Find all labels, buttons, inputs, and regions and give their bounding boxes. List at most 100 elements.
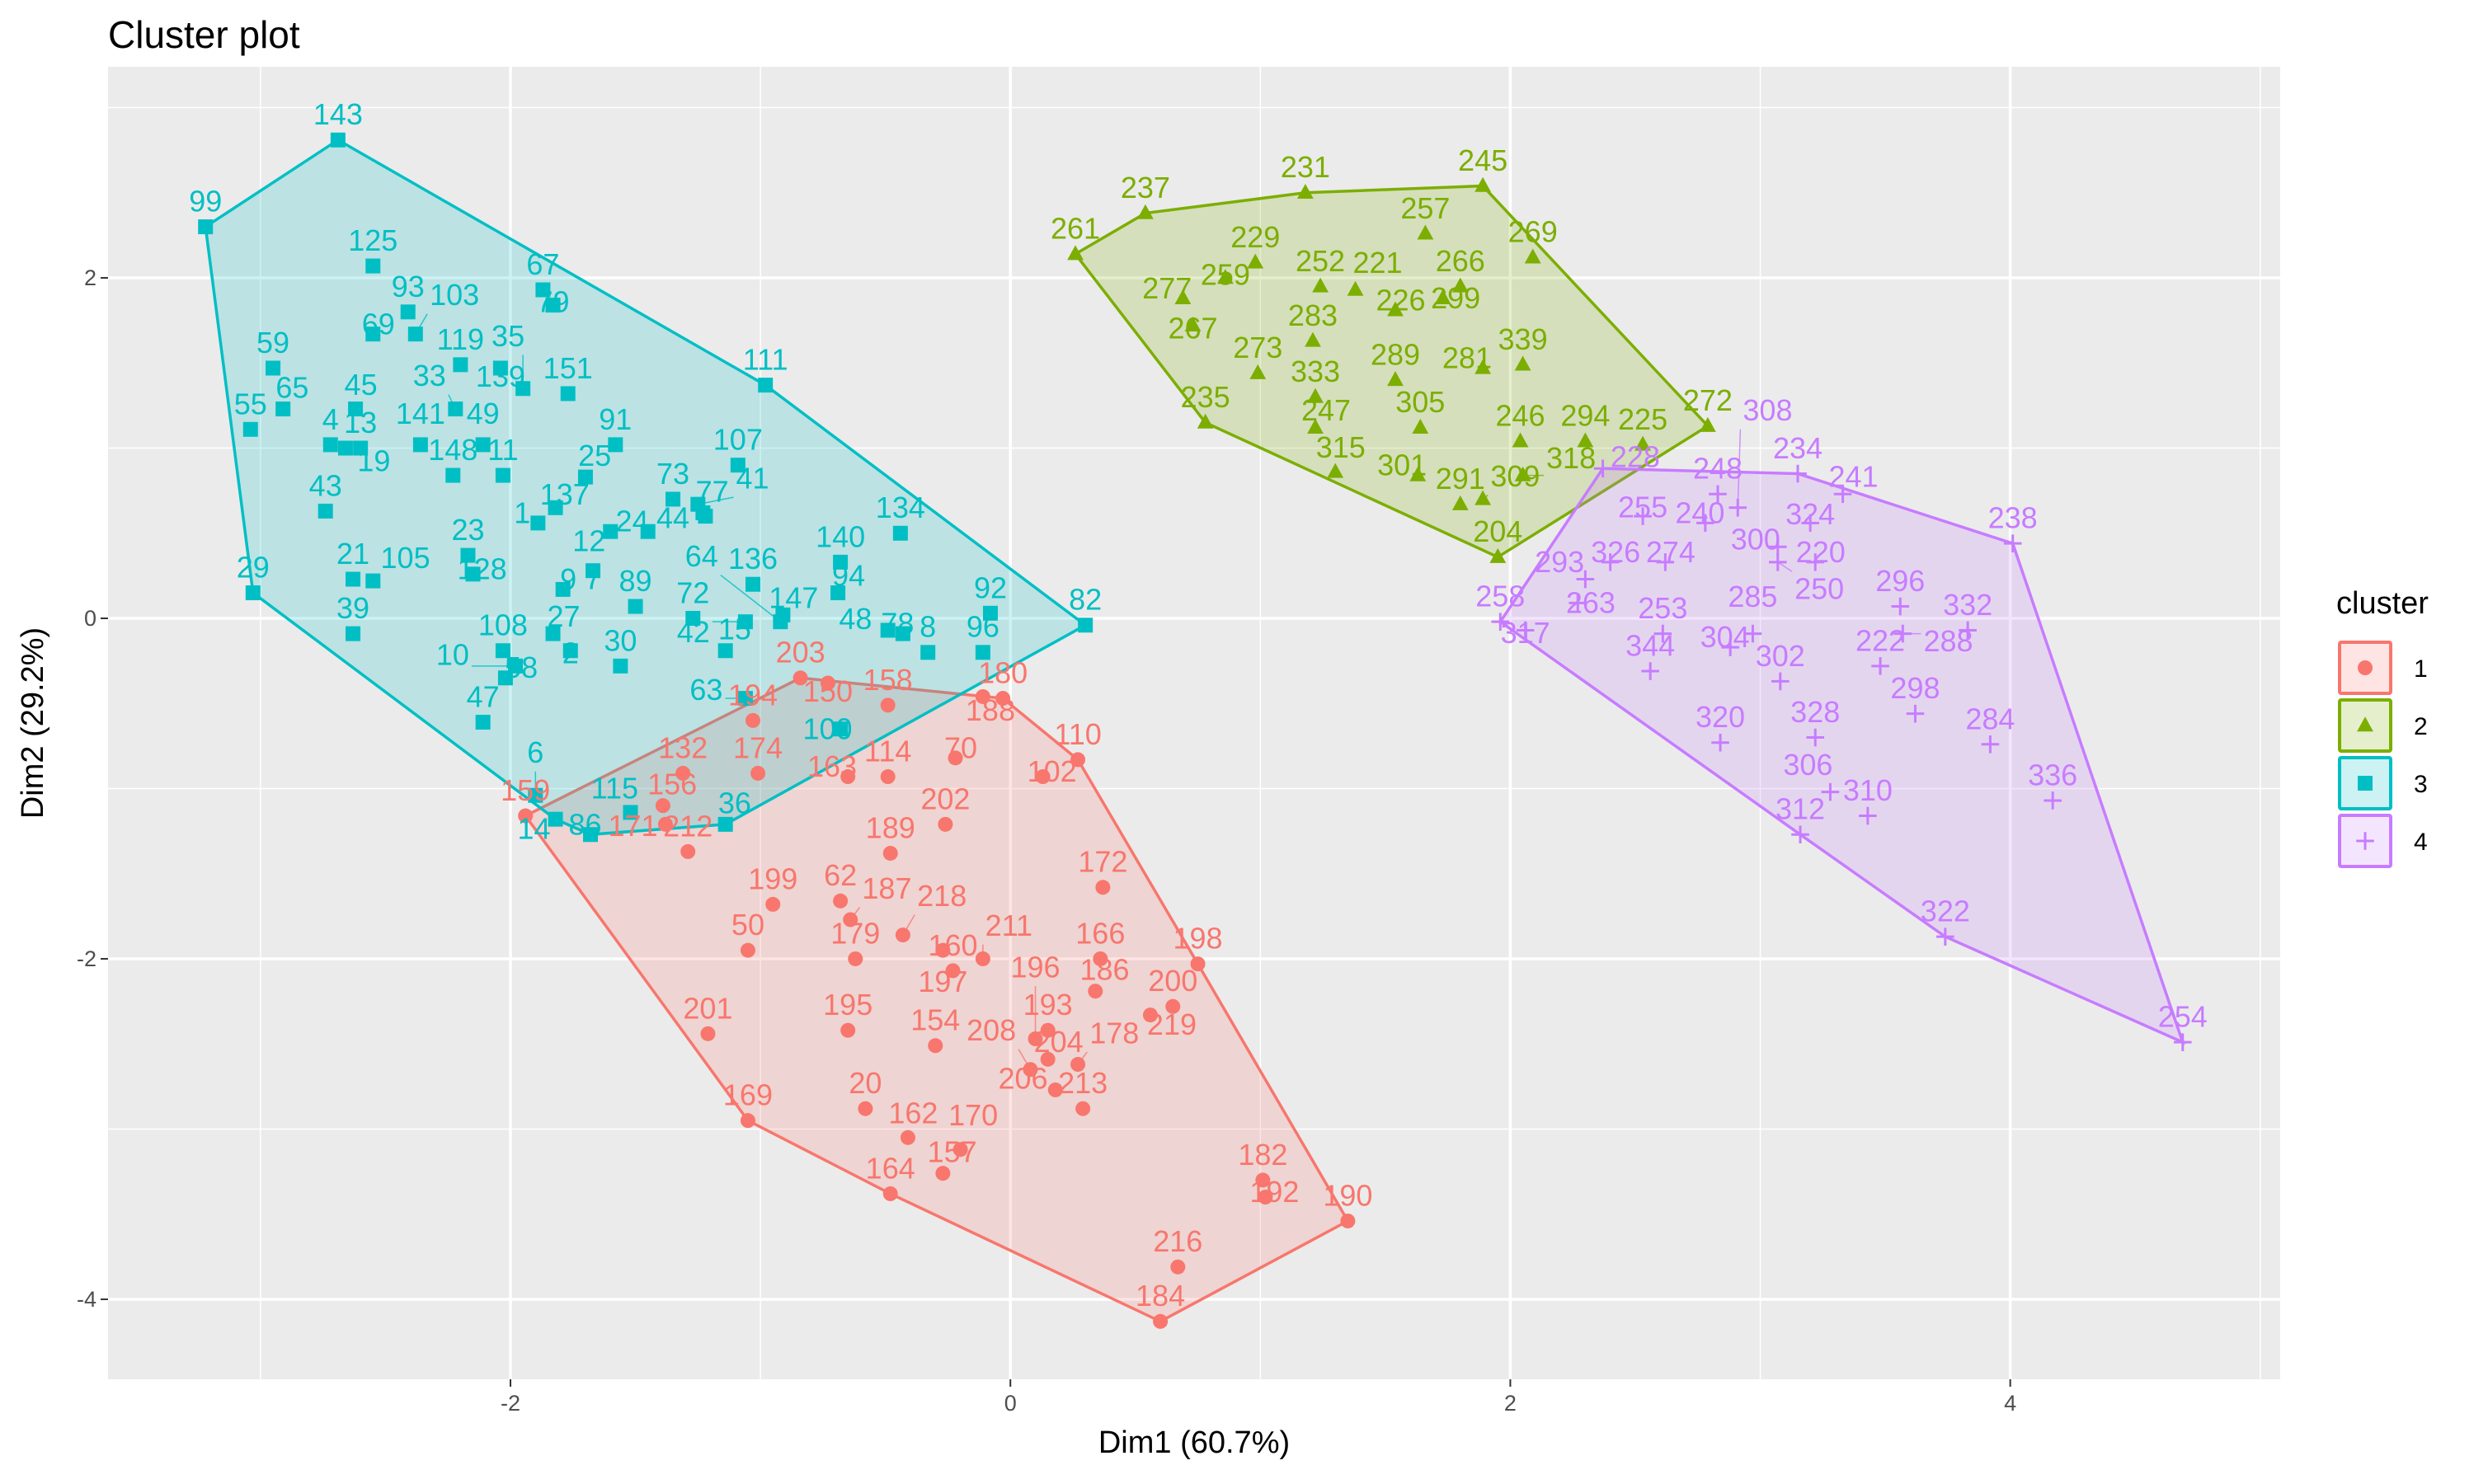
point-label: 2: [562, 636, 579, 670]
point-label: 336: [2028, 758, 2077, 791]
point-label: 298: [1890, 671, 1940, 705]
axis-ticks: -2 0 2 4-4-202: [77, 265, 2016, 1416]
cluster-3-point: [535, 282, 551, 298]
point-label: 20: [849, 1066, 882, 1100]
point-label: 92: [974, 571, 1007, 604]
cluster-4-point: [1906, 704, 1925, 723]
point-label: 172: [1078, 845, 1127, 879]
y-axis-title: Dim2 (29.2%): [16, 627, 50, 819]
cluster-4-point: [1641, 662, 1659, 680]
cluster-1-point: [655, 798, 670, 814]
cluster-3-point: [275, 402, 291, 417]
cluster-3-point: [365, 258, 381, 274]
cluster-2-point: [1249, 364, 1267, 379]
x-tick-label: 4: [2004, 1391, 2016, 1416]
point-label: 245: [1458, 143, 1507, 177]
point-label: 150: [803, 674, 853, 708]
cluster-4-point: [1601, 553, 1620, 571]
cluster-2-point: [1524, 248, 1541, 264]
cluster-4-point: [1806, 728, 1825, 747]
cluster-4-point: [1656, 553, 1675, 571]
point-label: 143: [313, 97, 363, 131]
point-label: 134: [876, 491, 925, 524]
point-label: 248: [1693, 452, 1743, 486]
cluster-4-point: [1891, 597, 1910, 616]
point-label: 266: [1436, 244, 1485, 278]
cluster-3-point: [717, 643, 733, 659]
point-label: 119: [437, 322, 484, 356]
point-label: 263: [1566, 586, 1616, 620]
cluster-4-point: [1576, 570, 1595, 589]
point-label: 137: [540, 477, 590, 511]
point-label: 107: [713, 423, 763, 457]
cluster-3-point: [508, 658, 524, 674]
cluster-4-point: [1634, 507, 1652, 525]
cluster-2-point: [1174, 289, 1192, 305]
label-leader-line: [1737, 429, 1742, 508]
cluster-3-point: [690, 496, 706, 512]
cluster-hulls: [204, 138, 2185, 1323]
point-label: 12: [572, 524, 605, 557]
point-label: 339: [1498, 322, 1548, 356]
legend-triangle-icon: [2357, 716, 2373, 732]
point-label: 315: [1316, 430, 1366, 464]
legend-label: 3: [2414, 771, 2428, 798]
cluster-1-point: [1340, 1213, 1356, 1228]
cluster-1-point: [935, 1166, 951, 1181]
point-label: 277: [1142, 271, 1192, 305]
point-label: 200: [1148, 964, 1197, 998]
point-label: 157: [928, 1135, 977, 1169]
plot-panel: [108, 67, 2280, 1379]
cluster-2-point: [1577, 432, 1594, 448]
cluster-3-point: [982, 605, 998, 621]
point-label: 41: [736, 462, 769, 495]
point-label: 63: [689, 673, 722, 707]
y-tick-label: -2: [77, 946, 96, 971]
cluster-1-point: [675, 765, 691, 781]
cluster-1-point: [765, 896, 781, 912]
cluster-4-point: [1893, 624, 1912, 643]
point-label: 299: [1431, 281, 1480, 315]
point-label: 182: [1238, 1138, 1287, 1172]
cluster-3-point: [266, 360, 281, 376]
cluster-3-point: [608, 437, 623, 453]
cluster-2-point: [1512, 432, 1529, 448]
point-label: 252: [1296, 244, 1345, 278]
point-label: 50: [731, 908, 764, 942]
point-label: 114: [864, 734, 911, 768]
point-label: 283: [1288, 298, 1338, 332]
point-label: 4: [322, 402, 339, 436]
point-label: 187: [862, 871, 911, 905]
point-label: 24: [616, 505, 649, 538]
point-label: 296: [1875, 564, 1925, 598]
x-tick-label: 2: [1504, 1391, 1517, 1416]
point-label: 229: [1230, 220, 1280, 254]
cluster-1-point: [975, 951, 990, 966]
point-label: 267: [1168, 311, 1217, 345]
point-label: 221: [1352, 246, 1402, 279]
point-label: 259: [1201, 257, 1250, 291]
cluster-2-point: [1514, 355, 1531, 371]
point-label: 333: [1291, 355, 1340, 388]
cluster-2-point: [1067, 245, 1084, 261]
point-label: 93: [392, 270, 425, 303]
cluster-1-point: [843, 912, 858, 928]
cluster-1-point: [1070, 1057, 1086, 1073]
cluster-3-point: [346, 571, 361, 587]
cluster-3-point: [737, 691, 753, 707]
point-label: 151: [543, 351, 593, 385]
cluster-3-point: [448, 402, 463, 417]
cluster-2-point: [1475, 490, 1491, 505]
legend-square-icon: [2358, 776, 2373, 791]
cluster-3-point: [495, 643, 510, 659]
cluster-3-point: [586, 563, 601, 579]
point-label: 86: [568, 807, 601, 841]
cluster-3-point: [453, 357, 468, 373]
cluster-4-point: [1771, 672, 1790, 691]
point-label: 300: [1731, 523, 1780, 556]
point-label: 304: [1700, 620, 1750, 654]
point-label: 219: [1147, 1007, 1197, 1041]
cluster-2-point: [1197, 413, 1214, 429]
cluster-2-hull: [1073, 184, 1710, 559]
